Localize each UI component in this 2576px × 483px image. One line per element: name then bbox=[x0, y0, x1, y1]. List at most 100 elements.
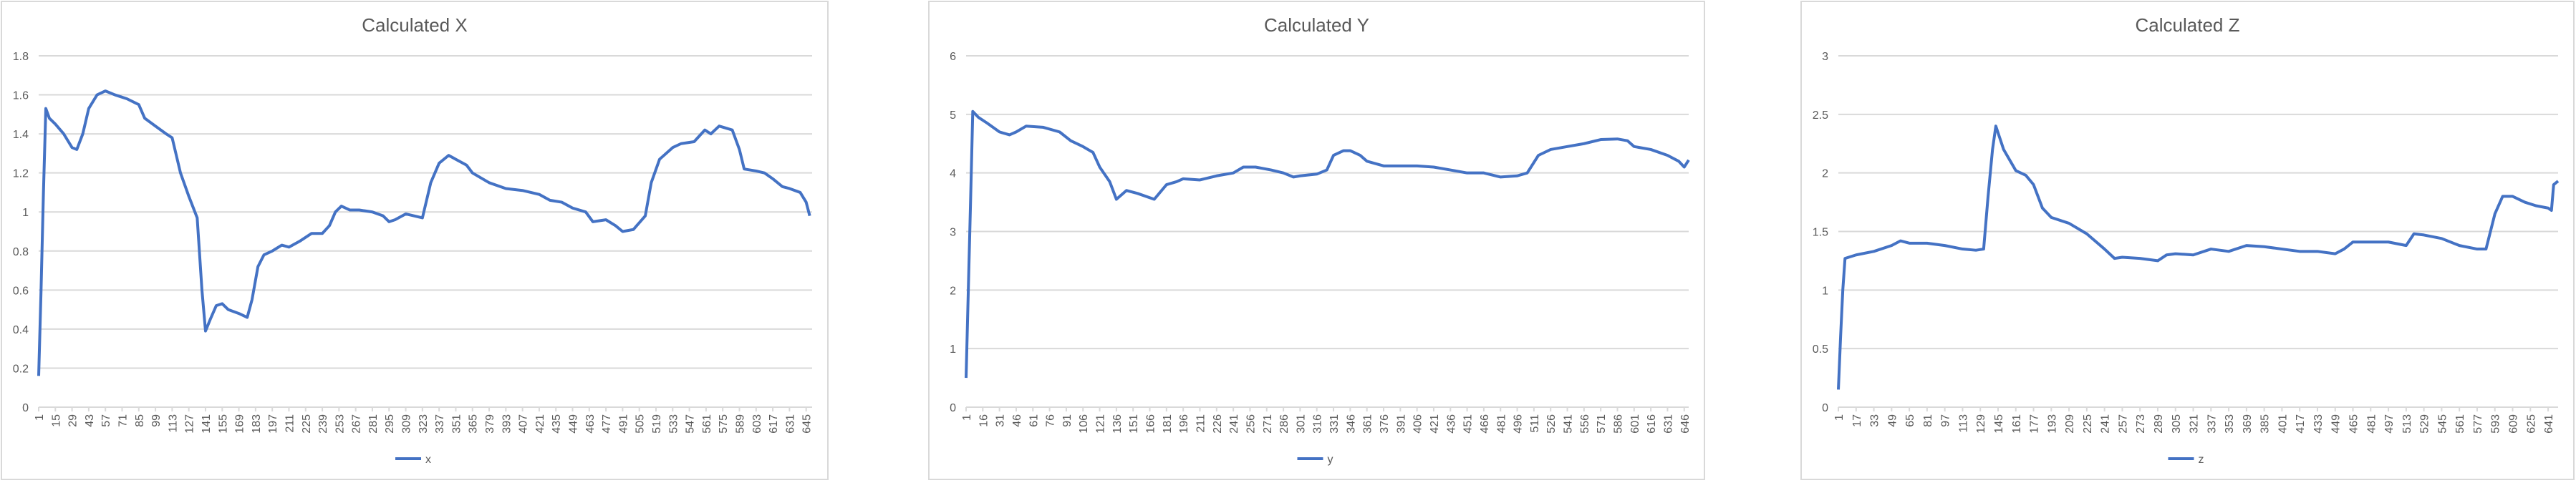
x-tick-label: 16 bbox=[978, 414, 990, 427]
chart-title: Calculated Y bbox=[1264, 14, 1369, 36]
x-tick-label: 145 bbox=[1993, 414, 2005, 434]
y-tick-label: 1 bbox=[22, 207, 29, 219]
chart-panel: Calculated X00.20.40.60.811.21.41.61.81 1… bbox=[1, 1, 829, 480]
x-tick-label: 511 bbox=[1529, 414, 1541, 433]
x-tick-label: 113 bbox=[1957, 414, 1969, 433]
x-tick-label: 526 bbox=[1545, 414, 1558, 434]
x-tick-label: 406 bbox=[1412, 414, 1424, 434]
data-line bbox=[37, 89, 811, 376]
x-tick-label: 305 bbox=[2171, 414, 2183, 434]
y-tick-label: 0 bbox=[22, 402, 29, 414]
x-tick-label: 556 bbox=[1579, 414, 1591, 434]
y-tick-label: 6 bbox=[950, 51, 956, 63]
y-tick-label: 0.5 bbox=[1813, 343, 1828, 356]
x-tick-label: 183 bbox=[251, 414, 263, 434]
legend-label: x bbox=[425, 454, 431, 466]
x-tick-label: 451 bbox=[1462, 414, 1475, 434]
x-tick-label: 225 bbox=[2082, 414, 2094, 434]
x-tick-label: 136 bbox=[1111, 414, 1124, 434]
x-tick-label: 1 bbox=[34, 414, 46, 421]
x-tick-label: 465 bbox=[2348, 414, 2360, 434]
x-tick-label: 379 bbox=[484, 414, 496, 434]
y-tick-label: 0.4 bbox=[13, 324, 29, 336]
y-tick-label: 1.8 bbox=[13, 51, 29, 63]
x-tick-label: 286 bbox=[1278, 414, 1291, 434]
x-tick-label: 169 bbox=[234, 414, 246, 434]
x-tick-label: 477 bbox=[601, 414, 613, 434]
chart-panel: Calculated Z 0 0.5 1 1.5 2 2.5 3 1 17 33 49 65 81 97 11… bbox=[1800, 1, 2575, 480]
x-tick-label: 401 bbox=[2277, 414, 2289, 434]
x-tick-label: 161 bbox=[2011, 414, 2023, 434]
chart-border bbox=[928, 1, 1705, 480]
x-tick-label: 309 bbox=[401, 414, 413, 434]
x-tick-label: 571 bbox=[1596, 414, 1608, 434]
legend-label: y bbox=[1328, 454, 1333, 466]
x-tick-label: 17 bbox=[1851, 414, 1863, 427]
x-tick-label: 127 bbox=[184, 414, 196, 434]
x-tick-label: 625 bbox=[2525, 414, 2537, 434]
x-tick-label: 376 bbox=[1379, 414, 1391, 434]
x-tick-label: 281 bbox=[367, 414, 380, 434]
y-tick-label: 3 bbox=[1822, 51, 1828, 63]
y-tick-label: 2 bbox=[950, 285, 956, 297]
x-tick-label: 256 bbox=[1245, 414, 1257, 434]
y-tick-label: 0 bbox=[950, 402, 956, 414]
x-tick-label: 385 bbox=[2259, 414, 2272, 434]
x-tick-label: 253 bbox=[334, 414, 346, 434]
x-tick-label: 369 bbox=[2242, 414, 2254, 434]
x-tick-label: 323 bbox=[418, 414, 430, 434]
x-tick-label: 435 bbox=[551, 414, 563, 434]
x-tick-label: 641 bbox=[2543, 414, 2555, 434]
x-tick-label: 417 bbox=[2295, 414, 2307, 434]
x-tick-label: 1 bbox=[1833, 414, 1846, 421]
x-tick-label: 351 bbox=[450, 414, 463, 434]
x-tick-label: 197 bbox=[267, 414, 279, 434]
chart-title: Calculated X bbox=[362, 14, 467, 36]
x-tick-label: 497 bbox=[2383, 414, 2396, 434]
x-tick-label: 449 bbox=[2330, 414, 2343, 434]
x-tick-label: 421 bbox=[534, 414, 546, 434]
y-tick-label: 1 bbox=[950, 343, 956, 356]
x-tick-label: 645 bbox=[801, 414, 814, 434]
x-tick-label: 211 bbox=[284, 414, 296, 433]
x-tick-label: 365 bbox=[468, 414, 480, 434]
x-tick-label: 76 bbox=[1045, 414, 1057, 427]
x-tick-label: 433 bbox=[2312, 414, 2325, 434]
x-tick-label: 609 bbox=[2508, 414, 2520, 434]
y-tick-label: 1.4 bbox=[13, 129, 29, 141]
data-line bbox=[965, 109, 1690, 379]
x-tick-label: 257 bbox=[2117, 414, 2129, 434]
x-tick-label: 273 bbox=[2135, 414, 2147, 434]
x-tick-label: 113 bbox=[167, 414, 179, 433]
x-tick-label: 545 bbox=[2436, 414, 2449, 434]
x-tick-label: 353 bbox=[2224, 414, 2236, 434]
x-tick-label: 49 bbox=[1886, 414, 1899, 427]
x-tick-label: 361 bbox=[1362, 414, 1374, 434]
x-tick-label: 496 bbox=[1513, 414, 1525, 434]
x-tick-label: 99 bbox=[150, 414, 163, 427]
x-tick-label: 71 bbox=[117, 414, 129, 427]
y-tick-label: 3 bbox=[950, 227, 956, 239]
x-tick-label: 316 bbox=[1312, 414, 1324, 434]
y-tick-label: 0 bbox=[1822, 402, 1828, 414]
chart-border bbox=[1, 1, 829, 480]
x-tick-label: 141 bbox=[201, 414, 213, 434]
y-tick-label: 1.2 bbox=[13, 168, 29, 180]
x-tick-label: 225 bbox=[301, 414, 313, 434]
y-tick-label: 1 bbox=[1822, 285, 1828, 297]
x-tick-label: 271 bbox=[1262, 414, 1274, 434]
x-tick-label: 267 bbox=[351, 414, 363, 434]
x-tick-label: 295 bbox=[384, 414, 396, 434]
y-tick-label: 0.6 bbox=[13, 285, 29, 297]
x-tick-label: 436 bbox=[1445, 414, 1457, 434]
y-tick-label: 2 bbox=[1822, 168, 1828, 180]
x-tick-label: 391 bbox=[1395, 414, 1407, 434]
x-tick-label: 421 bbox=[1429, 414, 1441, 434]
x-tick-label: 616 bbox=[1646, 414, 1658, 434]
y-tick-label: 5 bbox=[950, 109, 956, 122]
y-tick-label: 0.2 bbox=[13, 363, 29, 375]
x-tick-label: 533 bbox=[667, 414, 680, 434]
x-tick-label: 151 bbox=[1128, 414, 1140, 434]
x-tick-label: 407 bbox=[518, 414, 530, 434]
